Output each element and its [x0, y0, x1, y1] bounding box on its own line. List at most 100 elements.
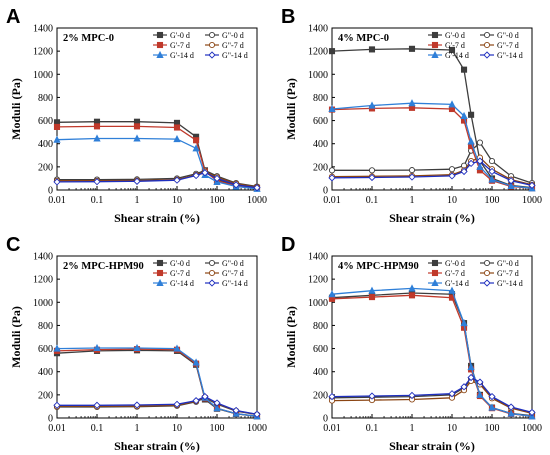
data-point — [93, 401, 101, 409]
legend-label: G'-7 d — [170, 269, 190, 278]
y-tick-label: 1400 — [308, 24, 328, 35]
data-point — [192, 171, 200, 180]
y-tick-label: 600 — [38, 344, 53, 355]
data-point — [476, 139, 484, 146]
legend-marker — [156, 41, 164, 49]
data-point — [460, 319, 468, 327]
data-point — [488, 175, 496, 183]
y-tick-label: 1200 — [33, 275, 53, 286]
data-point — [368, 101, 376, 109]
x-tick-label: 0.1 — [91, 423, 104, 434]
legend-label: G'-14 d — [445, 51, 469, 60]
data-point — [93, 123, 101, 130]
data-point — [488, 167, 496, 176]
y-tick-label: 1200 — [308, 47, 328, 58]
y-axis-title: Moduli (Pa) — [9, 78, 23, 140]
legend: G'-0 d G"-0 d G'-7 d G"-7 d G'-14 d G"-14 d — [428, 259, 523, 288]
data-point — [173, 400, 181, 408]
legend-label: G"-7 d — [497, 269, 519, 278]
series-line — [331, 48, 533, 189]
y-tick-label: 600 — [313, 116, 328, 127]
y-tick-label: 1200 — [308, 275, 328, 286]
legend-marker — [156, 50, 164, 59]
legend-label: G'-7 d — [170, 41, 190, 50]
data-point — [476, 378, 484, 386]
data-point — [467, 137, 475, 145]
data-point — [192, 358, 200, 366]
data-point — [173, 176, 181, 184]
data-point — [201, 392, 209, 401]
legend-label: G'-14 d — [445, 279, 469, 288]
data-point — [507, 403, 515, 411]
series-5 — [53, 392, 261, 418]
data-point — [133, 343, 141, 352]
legend-marker — [208, 51, 216, 59]
x-tick-label: 100 — [210, 423, 225, 434]
data-point — [53, 178, 61, 186]
data-point — [488, 403, 496, 411]
data-point — [213, 404, 221, 412]
panel-letter-c: C — [6, 234, 20, 256]
y-axis-title: Moduli (Pa) — [284, 78, 298, 140]
y-tick-label: 0 — [323, 414, 328, 425]
data-point — [328, 290, 336, 298]
data-point — [528, 181, 536, 190]
legend-label: G"-0 d — [497, 31, 519, 40]
legend-marker — [483, 51, 491, 59]
data-point — [173, 124, 181, 131]
series-line — [56, 121, 258, 189]
series-1 — [328, 139, 536, 187]
legend-label: G"-7 d — [222, 41, 244, 50]
x-tick-label: 0.1 — [366, 423, 379, 434]
y-tick-label: 1000 — [33, 70, 53, 81]
legend-label: G'-0 d — [445, 259, 465, 268]
y-tick-label: 1400 — [33, 24, 53, 35]
data-point — [467, 362, 475, 371]
x-tick-label: 10 — [172, 195, 182, 206]
y-tick-label: 800 — [38, 321, 53, 332]
x-tick-label: 1 — [135, 423, 140, 434]
legend: G'-0 d G"-0 d G'-7 d G"-7 d G'-14 d G"-14 d — [153, 31, 248, 60]
legend-marker — [431, 269, 439, 277]
legend-label: G'-14 d — [170, 51, 194, 60]
y-tick-label: 1000 — [308, 298, 328, 309]
x-tick-label: 100 — [485, 423, 500, 434]
legend-label: G'-0 d — [170, 259, 190, 268]
data-point — [408, 45, 416, 52]
data-point — [488, 392, 496, 401]
data-point — [476, 157, 484, 165]
panel-d: D 4% MPC-HPM90 0 200 400 600 800 1000 1200 1400 0.… — [281, 234, 542, 453]
x-tick-label: 0.01 — [48, 423, 66, 434]
x-tick-label: 10 — [447, 195, 457, 206]
data-point — [460, 111, 468, 119]
data-point — [213, 399, 221, 407]
y-tick-label: 200 — [313, 390, 328, 401]
data-point — [53, 135, 61, 143]
y-tick-label: 800 — [313, 93, 328, 104]
panel-b: B 4% MPC-0 0 200 400 600 800 1000 1200 1400 0.01 0.… — [281, 6, 542, 225]
y-tick-label: 200 — [38, 390, 53, 401]
data-point — [368, 173, 376, 182]
legend-label: G'-14 d — [170, 279, 194, 288]
series-line — [331, 376, 533, 414]
data-point — [368, 294, 376, 301]
legend: G'-0 d G"-0 d G'-7 d G"-7 d G'-14 d G"-14 d — [153, 259, 248, 288]
y-tick-label: 400 — [313, 367, 328, 378]
data-point — [448, 166, 456, 173]
x-axis-title: Shear strain (%) — [114, 439, 200, 453]
plot-frame — [331, 255, 533, 419]
data-point — [192, 144, 200, 152]
x-tick-label: 1 — [135, 195, 140, 206]
panel-letter-d: D — [281, 234, 295, 256]
series-line — [332, 141, 533, 184]
data-point — [507, 181, 515, 190]
series-4 — [328, 284, 536, 420]
data-point — [507, 409, 515, 417]
panel-letter-b: B — [281, 6, 295, 28]
data-point — [328, 104, 336, 113]
data-point — [368, 392, 376, 400]
data-point — [328, 174, 336, 182]
legend-label: G"-14 d — [497, 279, 523, 288]
panel-title: 4% MPC-0 — [338, 33, 389, 44]
legend-label: G'-7 d — [445, 269, 465, 278]
